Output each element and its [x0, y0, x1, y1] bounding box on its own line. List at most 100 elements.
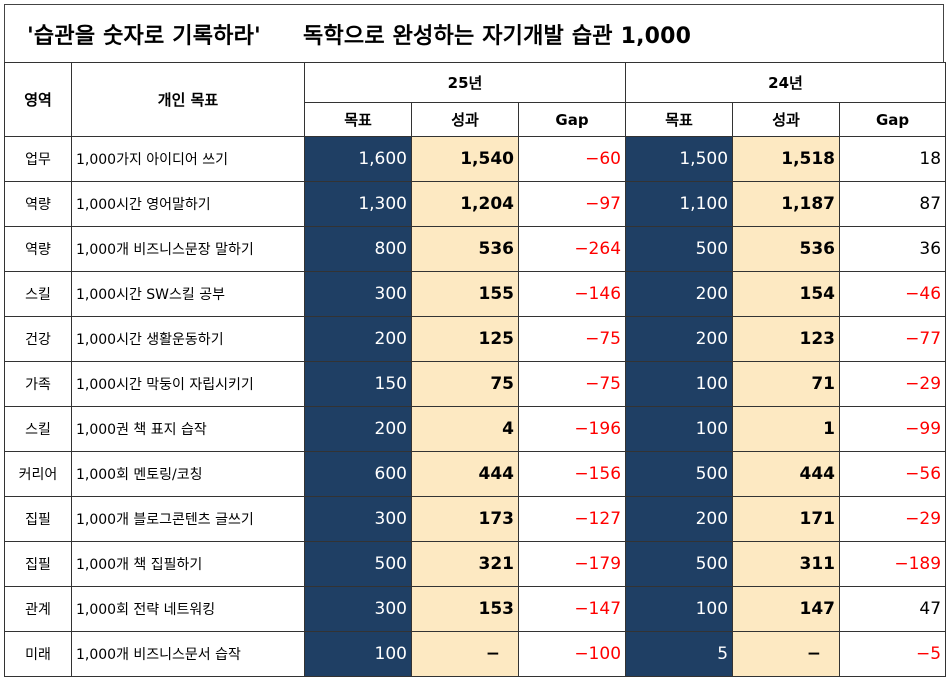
habit-table: 영역 개인 목표 25년 24년 목표 성과 Gap 목표 성과 Gap 업무 1…: [4, 62, 947, 677]
target-24-cell: 5: [625, 631, 734, 677]
target-24-cell: 500: [625, 541, 734, 587]
result-25-cell: 173: [411, 496, 519, 542]
target-25-cell: 200: [304, 406, 412, 452]
result-24-cell: 444: [732, 451, 841, 497]
gap-25-cell: −100: [517, 631, 627, 677]
gap-25-cell: −146: [517, 271, 627, 317]
result-25-cell: 155: [411, 271, 519, 317]
table-row: 미래 1,000개 비즈니스문서 습작 100− −100 5− −5: [4, 631, 947, 677]
header-gap-25: Gap: [517, 102, 627, 137]
target-25-cell: 300: [304, 496, 412, 542]
result-24-cell: 311: [732, 541, 841, 587]
gap-24-cell: 36: [839, 226, 947, 272]
area-cell: 집필: [4, 496, 72, 542]
table-row: 집필 1,000개 블로그콘텐츠 글쓰기 300 173 −127 200 171 −29: [4, 496, 947, 542]
title-left: '습관을 숫자로 기록하라': [27, 23, 261, 49]
table-row: 스킬 1,000권 책 표지 습작 200 4 −196 100 1 −99: [4, 406, 947, 452]
table-body: 업무 1,000가지 아이디어 쓰기 1,600 1,540 −60 1,500 1,518…: [4, 136, 947, 677]
target-24-cell: 500: [625, 451, 734, 497]
target-24-cell: 100: [625, 361, 734, 407]
gap-25-cell: −75: [517, 316, 627, 362]
result-25-cell: 4: [411, 406, 519, 452]
header-target-24: 목표: [625, 102, 734, 137]
target-25-cell: 200: [304, 316, 412, 362]
area-cell: 미래: [4, 631, 72, 677]
target-24-cell: 500: [625, 226, 734, 272]
gap-25-cell: −196: [517, 406, 627, 452]
goal-cell: 1,000시간 영어말하기: [71, 181, 305, 227]
area-cell: 스킬: [4, 271, 72, 317]
target-25-cell: 300: [304, 271, 412, 317]
result-25-cell: 153: [411, 586, 519, 632]
area-cell: 역량: [4, 226, 72, 272]
title-right: 독학으로 완성하는 자기개발 습관 1,000: [303, 23, 692, 49]
result-24-cell: 1: [732, 406, 841, 452]
result-25-cell: 321: [411, 541, 519, 587]
result-24-cell: 154: [732, 271, 841, 317]
result-24-cell: 71: [732, 361, 841, 407]
area-cell: 가족: [4, 361, 72, 407]
result-24-cell: 536: [732, 226, 841, 272]
gap-25-cell: −97: [517, 181, 627, 227]
area-cell: 역량: [4, 181, 72, 227]
result-25-cell: 125: [411, 316, 519, 362]
goal-cell: 1,000회 멘토링/코칭: [71, 451, 305, 497]
gap-25-cell: −75: [517, 361, 627, 407]
goal-cell: 1,000개 비즈니스문장 말하기: [71, 226, 305, 272]
table-row: 업무 1,000가지 아이디어 쓰기 1,600 1,540 −60 1,500 1,518…: [4, 136, 947, 182]
table-row: 건강 1,000시간 생활운동하기 200 125 −75 200 123 −77: [4, 316, 947, 362]
target-24-cell: 1,100: [625, 181, 734, 227]
table-row: 스킬 1,000시간 SW스킬 공부 300 155 −146 200 154 −46: [4, 271, 947, 317]
gap-24-cell: −56: [839, 451, 947, 497]
gap-24-cell: −5: [839, 631, 947, 677]
goal-cell: 1,000개 책 집필하기: [71, 541, 305, 587]
result-24-cell: 123: [732, 316, 841, 362]
gap-25-cell: −147: [517, 586, 627, 632]
result-24-cell: 1,187: [732, 181, 841, 227]
header-result-24: 성과: [732, 102, 841, 137]
table-row: 커리어 1,000회 멘토링/코칭 600 444 −156 500 444 −56: [4, 451, 947, 497]
result-24-cell: 147: [732, 586, 841, 632]
area-cell: 건강: [4, 316, 72, 362]
result-24-cell: 1,518: [732, 136, 841, 182]
goal-cell: 1,000권 책 표지 습작: [71, 406, 305, 452]
target-24-cell: 100: [625, 406, 734, 452]
goal-cell: 1,000개 블로그콘텐츠 글쓰기: [71, 496, 305, 542]
goal-cell: 1,000시간 생활운동하기: [71, 316, 305, 362]
gap-24-cell: −46: [839, 271, 947, 317]
gap-24-cell: −99: [839, 406, 947, 452]
gap-24-cell: 87: [839, 181, 947, 227]
header-gap-24: Gap: [839, 102, 947, 137]
header-area: 영역: [4, 62, 72, 137]
gap-25-cell: −60: [517, 136, 627, 182]
header-goal: 개인 목표: [71, 62, 305, 137]
gap-24-cell: −189: [839, 541, 947, 587]
target-24-cell: 100: [625, 586, 734, 632]
goal-cell: 1,000가지 아이디어 쓰기: [71, 136, 305, 182]
header-year-24: 24년: [625, 62, 947, 103]
result-25-cell: 444: [411, 451, 519, 497]
table-row: 역량 1,000시간 영어말하기 1,300 1,204 −97 1,100 1,187 87: [4, 181, 947, 227]
target-24-cell: 1,500: [625, 136, 734, 182]
header-target-25: 목표: [304, 102, 412, 137]
gap-25-cell: −127: [517, 496, 627, 542]
goal-cell: 1,000개 비즈니스문서 습작: [71, 631, 305, 677]
header-year-25: 25년: [303, 62, 627, 103]
area-cell: 집필: [4, 541, 72, 587]
area-cell: 커리어: [4, 451, 72, 497]
target-24-cell: 200: [625, 271, 734, 317]
target-25-cell: 800: [304, 226, 412, 272]
result-25-cell: 536: [411, 226, 519, 272]
gap-24-cell: −29: [839, 361, 947, 407]
area-cell: 업무: [4, 136, 72, 182]
target-25-cell: 150: [304, 361, 412, 407]
target-25-cell: 500: [304, 541, 412, 587]
gap-25-cell: −179: [517, 541, 627, 587]
area-cell: 관계: [4, 586, 72, 632]
target-25-cell: 1,300: [304, 181, 412, 227]
table-row: 가족 1,000시간 막둥이 자립시키기 150 75 −75 100 71 −29: [4, 361, 947, 407]
table-row: 집필 1,000개 책 집필하기 500 321 −179 500 311 −189: [4, 541, 947, 587]
header-result-25: 성과: [411, 102, 519, 137]
gap-24-cell: 47: [839, 586, 947, 632]
gap-25-cell: −156: [517, 451, 627, 497]
